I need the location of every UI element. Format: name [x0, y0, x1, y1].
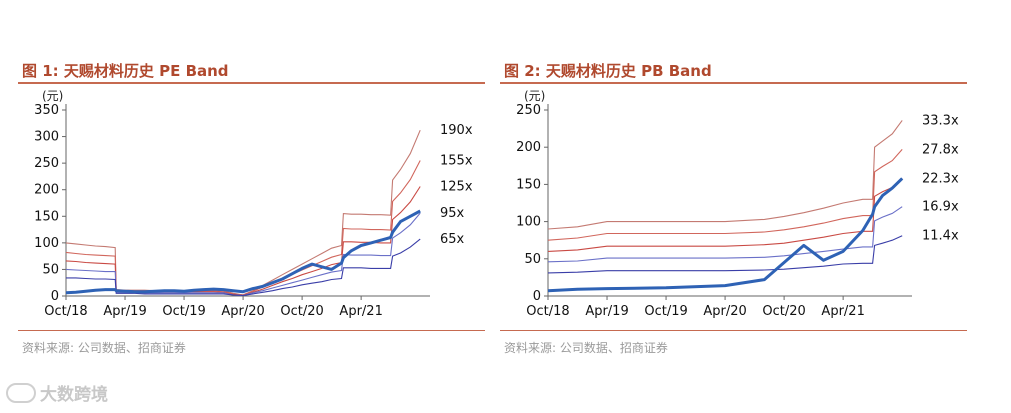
price-line [65, 209, 421, 295]
x-tick-label: Apr/19 [585, 304, 628, 319]
band-line-27.8x [547, 149, 903, 241]
figure-title: 图 1: 天赐材料历史 PE Band [22, 62, 229, 80]
band-label: 16.9x [922, 200, 959, 215]
title-rule [18, 82, 485, 84]
source-rule [500, 330, 967, 331]
x-tick-label: Oct/18 [44, 304, 87, 319]
price-line [547, 177, 904, 293]
source-note: 资料来源: 公司数据、招商证券 [22, 341, 186, 355]
pe-band-chart: (元) 0 50 100 150 200 250 300 350 Oct/18 Apr/19 Oct/… [34, 89, 473, 319]
x-tick-label: Apr/20 [703, 304, 746, 319]
band-label: 11.4x [922, 229, 959, 244]
y-unit-label: (元) [42, 89, 63, 103]
band-label: 155x [440, 153, 473, 168]
y-tick-label: 350 [34, 103, 59, 118]
x-tick-label: Oct/20 [280, 304, 323, 319]
x-tick-label: Apr/21 [339, 304, 382, 319]
watermark-text: 大数跨境 [40, 385, 108, 405]
band-label: 95x [440, 206, 465, 221]
x-tick-label: Apr/19 [103, 304, 146, 319]
figure-title: 图 2: 天赐材料历史 PB Band [504, 62, 712, 80]
x-tick-label: Apr/20 [221, 304, 264, 319]
band-line-155x [65, 160, 421, 296]
y-tick-label: 100 [34, 236, 59, 251]
band-line-95x [65, 212, 421, 297]
x-tick-label: Oct/18 [526, 304, 569, 319]
band-label: 190x [440, 123, 473, 138]
source-rule [18, 330, 485, 331]
y-tick-label: 50 [42, 262, 59, 277]
pb-band-chart: (元) 0 50 100 150 200 250 Oct/18 Apr/19 Oct/19 Apr/… [516, 89, 959, 319]
x-tick-label: Oct/20 [762, 304, 805, 319]
band-line-11.4x [547, 235, 903, 274]
band-line-125x [65, 186, 421, 297]
source-note: 资料来源: 公司数据、招商证券 [504, 341, 668, 355]
y-unit-label: (元) [524, 89, 545, 103]
y-tick-label: 0 [533, 289, 541, 304]
y-tick-label: 250 [34, 156, 59, 171]
x-tick-label: Apr/21 [821, 304, 864, 319]
x-tick-label: Oct/19 [644, 304, 687, 319]
band-label: 65x [440, 232, 465, 247]
y-tick-label: 200 [516, 140, 541, 155]
y-tick-label: 0 [51, 289, 59, 304]
band-line-33.3x [547, 120, 903, 230]
band-label: 22.3x [922, 171, 959, 186]
y-tick-label: 100 [516, 215, 541, 230]
title-rule [500, 82, 967, 84]
y-tick-label: 250 [516, 103, 541, 118]
y-tick-label: 150 [34, 209, 59, 224]
x-tick-label: Oct/19 [162, 304, 205, 319]
y-tick-label: 150 [516, 177, 541, 192]
watermark: 大数跨境 [6, 380, 108, 405]
y-tick-label: 200 [34, 183, 59, 198]
y-tick-label: 300 [34, 130, 59, 145]
band-label: 125x [440, 180, 473, 195]
band-line-190x [65, 129, 421, 296]
band-line-65x [66, 238, 421, 297]
band-line-22.3x [547, 177, 903, 252]
y-tick-label: 50 [524, 252, 541, 267]
brand-logo-icon [6, 382, 36, 403]
band-label: 27.8x [922, 142, 959, 157]
band-label: 33.3x [922, 113, 959, 128]
